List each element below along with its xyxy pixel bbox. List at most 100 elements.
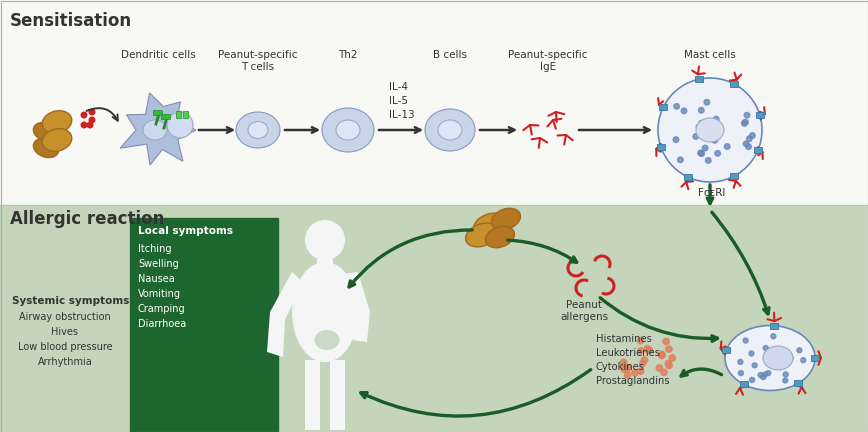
Circle shape [706, 158, 711, 163]
Circle shape [724, 144, 730, 149]
Circle shape [760, 375, 766, 380]
Circle shape [665, 360, 672, 367]
Circle shape [750, 378, 754, 382]
Circle shape [87, 122, 93, 128]
Bar [756, 112, 764, 118]
Circle shape [763, 346, 768, 350]
Circle shape [746, 136, 753, 141]
Circle shape [666, 362, 673, 368]
Circle shape [693, 133, 699, 139]
Ellipse shape [725, 325, 815, 391]
Circle shape [669, 355, 675, 361]
Circle shape [749, 351, 754, 356]
Ellipse shape [763, 346, 793, 370]
Circle shape [797, 348, 802, 353]
Bar [695, 76, 703, 82]
Text: Hives: Hives [51, 327, 78, 337]
Bar [730, 81, 739, 87]
Circle shape [743, 119, 748, 125]
Circle shape [768, 352, 773, 357]
Circle shape [624, 372, 631, 378]
Circle shape [702, 124, 708, 130]
Circle shape [783, 372, 788, 377]
Bar [722, 347, 731, 353]
Circle shape [663, 338, 669, 345]
Text: Diarrhoea: Diarrhoea [138, 319, 187, 329]
Circle shape [82, 122, 87, 128]
Text: IL-5: IL-5 [389, 96, 408, 106]
Text: B cells: B cells [433, 50, 467, 60]
Circle shape [773, 360, 778, 365]
Bar [0, 0, 868, 205]
Bar [130, 218, 278, 432]
Polygon shape [343, 272, 370, 342]
Circle shape [713, 136, 719, 141]
Circle shape [641, 357, 648, 363]
Text: Cramping: Cramping [138, 304, 186, 314]
Circle shape [753, 363, 757, 368]
Ellipse shape [33, 138, 59, 158]
Text: Peanut
allergens: Peanut allergens [560, 300, 608, 321]
Circle shape [763, 372, 767, 377]
Text: Histamines: Histamines [596, 334, 652, 344]
Circle shape [741, 121, 747, 126]
Text: Arrhythmia: Arrhythmia [37, 357, 92, 367]
Circle shape [705, 135, 710, 140]
Circle shape [750, 133, 755, 138]
Bar [811, 355, 819, 361]
Ellipse shape [314, 330, 339, 350]
Circle shape [700, 121, 706, 127]
Bar [183, 111, 188, 118]
Ellipse shape [43, 129, 72, 151]
Circle shape [658, 78, 762, 182]
Text: Allergic reaction: Allergic reaction [10, 210, 164, 228]
Text: Itching: Itching [138, 244, 172, 254]
Bar [684, 174, 693, 180]
Ellipse shape [292, 262, 358, 362]
Circle shape [801, 358, 806, 363]
Bar [660, 104, 667, 110]
Circle shape [698, 150, 703, 156]
Text: Prostaglandins: Prostaglandins [596, 376, 669, 386]
Circle shape [647, 347, 653, 353]
Ellipse shape [425, 109, 475, 151]
Ellipse shape [465, 223, 498, 247]
Text: Dendritic cells: Dendritic cells [121, 50, 195, 60]
Circle shape [82, 112, 87, 118]
Circle shape [743, 141, 749, 146]
Circle shape [637, 337, 644, 344]
Bar [153, 110, 162, 115]
Bar [794, 380, 802, 386]
Bar [317, 258, 333, 268]
Circle shape [666, 346, 672, 353]
Circle shape [739, 371, 743, 375]
Circle shape [702, 145, 708, 151]
Circle shape [699, 121, 704, 126]
Circle shape [776, 354, 780, 359]
Ellipse shape [33, 122, 59, 142]
Circle shape [621, 366, 628, 372]
Text: Vomiting: Vomiting [138, 289, 181, 299]
Text: Cytokines: Cytokines [596, 362, 645, 372]
Circle shape [659, 351, 665, 358]
Polygon shape [267, 272, 303, 357]
Text: Low blood pressure: Low blood pressure [17, 342, 112, 352]
Text: Systemic symptoms: Systemic symptoms [12, 296, 129, 306]
Polygon shape [120, 93, 196, 165]
Circle shape [678, 157, 683, 162]
Bar [657, 144, 665, 150]
Circle shape [744, 112, 750, 118]
Circle shape [738, 359, 743, 365]
Ellipse shape [143, 120, 167, 140]
Text: Leukotrienes: Leukotrienes [596, 348, 660, 358]
Ellipse shape [248, 121, 268, 139]
Circle shape [743, 338, 748, 343]
Circle shape [771, 334, 776, 339]
Circle shape [89, 117, 95, 123]
Ellipse shape [438, 120, 462, 140]
Circle shape [673, 137, 679, 143]
Circle shape [746, 144, 752, 149]
Circle shape [638, 348, 644, 354]
Text: Swelling: Swelling [138, 259, 179, 269]
Ellipse shape [474, 213, 506, 237]
